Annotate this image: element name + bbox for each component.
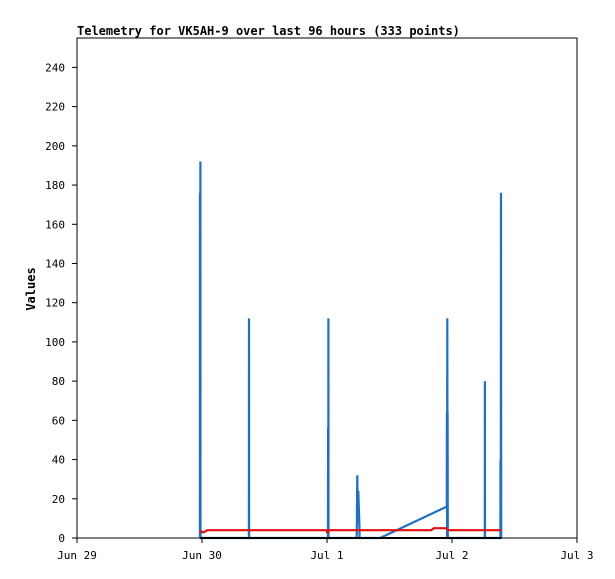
y-tick-label: 200 <box>45 140 65 153</box>
chart-title: Telemetry for VK5AH-9 over last 96 hours… <box>77 24 460 38</box>
y-tick-label: 120 <box>45 297 65 310</box>
y-tick-label: 0 <box>58 532 65 545</box>
x-tick-label: Jun 29 <box>57 549 97 562</box>
series-line-red <box>199 527 502 534</box>
y-tick-label: 20 <box>52 493 65 506</box>
y-tick-label: 160 <box>45 218 65 231</box>
x-tick-label: Jul 2 <box>435 549 468 562</box>
y-axis-label: Values <box>24 267 38 310</box>
x-axis: Jun 29 Jun 30 Jul 1 Jul 2 Jul 3 <box>57 538 594 562</box>
y-tick-label: 140 <box>45 257 65 270</box>
y-axis: 0 20 40 60 80 100 120 140 160 180 200 220 240 <box>45 61 77 545</box>
y-tick-label: 240 <box>45 61 65 74</box>
y-tick-label: 80 <box>52 375 65 388</box>
x-tick-label: Jul 3 <box>560 549 593 562</box>
y-tick-label: 60 <box>52 414 65 427</box>
y-tick-label: 220 <box>45 101 65 114</box>
series-line-blue <box>198 161 503 540</box>
x-tick-label: Jul 1 <box>310 549 343 562</box>
y-tick-label: 100 <box>45 336 65 349</box>
y-tick-label: 40 <box>52 454 65 467</box>
x-tick-label: Jun 30 <box>182 549 222 562</box>
series-group <box>198 161 503 540</box>
y-tick-label: 180 <box>45 179 65 192</box>
